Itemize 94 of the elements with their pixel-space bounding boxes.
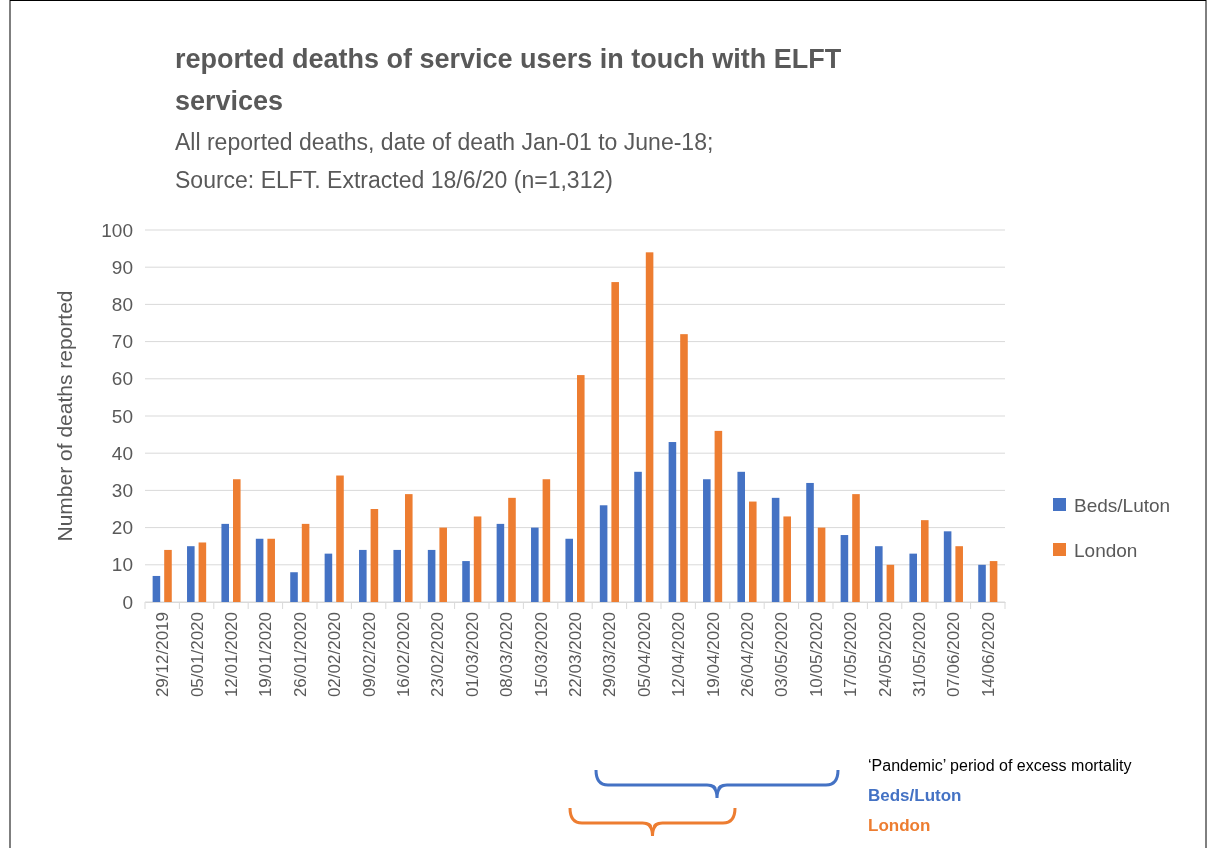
x-tick-label: 02/02/2020 <box>325 612 345 698</box>
x-tick-label: 19/04/2020 <box>703 612 723 698</box>
bar <box>255 538 264 602</box>
x-tick-label: 15/03/2020 <box>531 612 551 698</box>
bar <box>668 442 677 602</box>
bar <box>840 535 849 602</box>
text: Beds/Luton <box>868 785 962 805</box>
legend-label: Beds/Luton <box>1074 494 1171 516</box>
x-tick-label: 24/05/2020 <box>875 612 895 698</box>
y-tick-label: 0 <box>122 591 133 613</box>
y-tick-label: 80 <box>111 293 133 315</box>
text: London <box>868 815 931 835</box>
chart-title: reported deaths of service users in touch with ELFT services <box>175 44 842 116</box>
x-tick-label: 05/01/2020 <box>187 612 207 698</box>
bar <box>703 479 711 602</box>
bar <box>233 479 241 602</box>
y-tick-label: 50 <box>111 405 133 427</box>
bar <box>886 564 895 602</box>
x-tick-label: 07/06/2020 <box>944 612 964 698</box>
x-tick-label: 17/05/2020 <box>841 612 861 698</box>
bar <box>542 479 551 602</box>
bar <box>680 334 688 602</box>
bar <box>943 531 952 602</box>
bar <box>221 523 229 602</box>
x-tick-label: 10/05/2020 <box>806 612 826 698</box>
bar <box>806 482 814 602</box>
x-tick-label: 12/04/2020 <box>669 612 689 698</box>
bar <box>909 553 917 602</box>
bar <box>336 475 344 602</box>
bar <box>531 527 539 602</box>
bar <box>164 549 172 602</box>
bar <box>393 549 401 602</box>
x-tick-label: 19/01/2020 <box>256 612 276 698</box>
bar <box>989 561 998 602</box>
bar <box>852 494 860 602</box>
bar <box>427 549 436 602</box>
x-tick-label: 29/12/2019 <box>153 612 173 698</box>
bar <box>198 542 207 602</box>
x-tick-label: 16/02/2020 <box>393 612 413 698</box>
x-tick-label: 22/03/2020 <box>565 612 585 698</box>
y-tick-label: 40 <box>111 442 133 464</box>
bar <box>565 538 573 602</box>
y-tick-label: 90 <box>111 256 133 278</box>
bar <box>267 538 275 602</box>
bar <box>921 520 929 602</box>
bar <box>645 252 654 602</box>
bar <box>359 549 367 602</box>
bar <box>749 501 757 602</box>
bar <box>473 516 482 602</box>
x-tick-label: 08/03/2020 <box>497 612 517 698</box>
bar <box>439 527 447 602</box>
bar <box>324 553 333 602</box>
bar <box>187 546 195 602</box>
bar <box>462 561 470 602</box>
bar <box>405 494 413 602</box>
y-tick-label: 10 <box>111 554 133 576</box>
legend-label: London <box>1074 539 1138 561</box>
bar <box>714 430 723 602</box>
text: ‘Pandemic’ period of excess mortality <box>868 756 1132 774</box>
x-tick-label: 31/05/2020 <box>909 612 929 698</box>
x-tick-label: 29/03/2020 <box>600 612 620 698</box>
chart-subtitle: All reported deaths, date of death Jan-01 to June-18; Source: ELFT. Extracted 18/6/20 (n=1,312) <box>175 129 714 193</box>
x-tick-label: 09/02/2020 <box>359 612 379 698</box>
x-tick-label: 26/04/2020 <box>737 612 757 698</box>
bar <box>152 575 161 602</box>
bar <box>783 516 791 602</box>
bar <box>508 497 516 602</box>
bar <box>634 471 642 602</box>
x-tick-label: 14/06/2020 <box>978 612 998 698</box>
bar <box>978 564 986 602</box>
x-tick-label: 05/04/2020 <box>634 612 654 698</box>
bar <box>875 546 883 602</box>
bar <box>955 546 963 602</box>
y-tick-label: 70 <box>111 331 133 353</box>
y-axis-title: Number of deaths reported <box>53 290 76 542</box>
y-tick-label: 60 <box>111 368 133 390</box>
x-tick-label: 26/01/2020 <box>290 612 310 698</box>
y-tick-label: 20 <box>111 517 133 539</box>
bar <box>290 572 298 602</box>
bar <box>817 527 826 602</box>
y-tick-label: 100 <box>101 219 133 241</box>
y-tick-label: 30 <box>111 479 133 501</box>
bar <box>737 471 745 602</box>
bar <box>301 523 310 602</box>
x-tick-label: 12/01/2020 <box>221 612 241 698</box>
bar <box>496 523 505 602</box>
bar <box>577 375 585 602</box>
bar <box>611 282 619 602</box>
x-tick-label: 01/03/2020 <box>462 612 482 698</box>
x-tick-label: 23/02/2020 <box>428 612 448 698</box>
x-tick-label: 03/05/2020 <box>772 612 792 698</box>
bar <box>599 505 608 602</box>
bar <box>370 509 379 602</box>
bar <box>771 497 780 602</box>
